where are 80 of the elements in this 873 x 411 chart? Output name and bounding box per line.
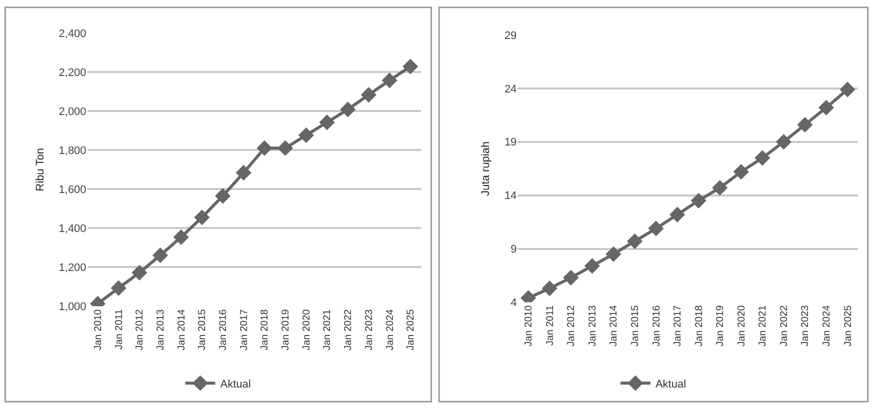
point bbox=[152, 247, 168, 264]
x-tick-label: Jan 2019 bbox=[715, 304, 726, 346]
point bbox=[669, 206, 686, 222]
legend-label: Aktual bbox=[655, 378, 686, 390]
point bbox=[340, 102, 356, 118]
point bbox=[840, 82, 856, 98]
legend-label: Aktual bbox=[220, 378, 251, 390]
x-tick-label: Jan 2025 bbox=[406, 308, 417, 350]
x-tick-label: Jan 2016 bbox=[651, 304, 662, 346]
point bbox=[194, 210, 210, 226]
point bbox=[818, 100, 834, 116]
point bbox=[542, 280, 558, 296]
x-tick-label: Jan 2017 bbox=[672, 304, 684, 346]
point bbox=[754, 150, 770, 166]
y-tick-label: 24 bbox=[504, 83, 517, 96]
point bbox=[626, 234, 643, 250]
point bbox=[563, 270, 579, 286]
point bbox=[648, 220, 664, 236]
x-tick-label: Jan 2023 bbox=[800, 304, 812, 346]
y-tick-label: 14 bbox=[504, 190, 517, 202]
y-tick-label: 1,200 bbox=[58, 262, 86, 274]
y-tick-label: 2,200 bbox=[58, 66, 86, 79]
y-tick-label: 19 bbox=[504, 136, 517, 149]
y-axis-title: Ribu Ton bbox=[34, 148, 46, 192]
x-tick-label: Jan 2015 bbox=[197, 308, 208, 350]
y-tick-label: 1,800 bbox=[58, 144, 86, 157]
y-tick-label: 1,600 bbox=[58, 184, 86, 196]
x-tick-label: Jan 2021 bbox=[322, 308, 334, 350]
x-tick-label: Jan 2015 bbox=[630, 304, 641, 346]
x-tick-label: Jan 2023 bbox=[364, 308, 375, 350]
point bbox=[776, 134, 792, 150]
point bbox=[712, 180, 728, 196]
x-tick-label: Jan 2021 bbox=[758, 304, 769, 346]
x-tick-label: Jan 2024 bbox=[384, 308, 396, 350]
point bbox=[110, 280, 126, 296]
x-tick-label: Jan 2022 bbox=[343, 308, 354, 350]
x-tick-label: Jan 2013 bbox=[156, 308, 166, 350]
point bbox=[606, 246, 622, 262]
x-tick-label: Jan 2019 bbox=[280, 308, 292, 350]
x-tick-label: Jan 2010 bbox=[92, 308, 104, 350]
point bbox=[733, 164, 749, 180]
x-tick-label: Jan 2022 bbox=[778, 304, 790, 346]
y-tick-label: 2,400 bbox=[58, 28, 86, 40]
point bbox=[298, 127, 314, 144]
y-tick-label: 1,000 bbox=[58, 301, 86, 314]
x-tick-label: Jan 2016 bbox=[218, 308, 230, 350]
x-tick-label: Jan 2025 bbox=[842, 304, 854, 346]
point bbox=[132, 264, 148, 280]
point bbox=[584, 258, 600, 274]
point bbox=[236, 164, 252, 181]
x-tick-label: Jan 2017 bbox=[238, 308, 250, 350]
point bbox=[173, 229, 189, 245]
x-tick-label: Jan 2012 bbox=[566, 304, 578, 346]
y-tick-label: 9 bbox=[510, 244, 517, 256]
y-tick-label: 2,000 bbox=[58, 106, 86, 118]
x-tick-label: Jan 2011 bbox=[544, 304, 556, 346]
point bbox=[319, 114, 335, 130]
x-tick-label: Jan 2014 bbox=[608, 304, 620, 346]
point bbox=[256, 140, 272, 156]
point bbox=[382, 72, 398, 88]
point bbox=[214, 188, 231, 204]
x-tick-label: Jan 2011 bbox=[114, 308, 125, 350]
point bbox=[402, 58, 418, 74]
x-tick-label: Jan 2018 bbox=[694, 304, 705, 346]
y-axis-title: Juta rupiah bbox=[480, 141, 492, 196]
y-tick-label: 1,400 bbox=[58, 223, 86, 236]
x-tick-label: Jan 2020 bbox=[301, 308, 312, 350]
point bbox=[797, 116, 813, 133]
point bbox=[690, 192, 706, 208]
x-tick-label: Jan 2024 bbox=[821, 304, 832, 346]
x-tick-label: Jan 2014 bbox=[176, 308, 188, 350]
x-tick-label: Jan 2012 bbox=[134, 308, 146, 350]
x-tick-label: Jan 2013 bbox=[587, 304, 598, 346]
point bbox=[278, 140, 294, 156]
x-tick-label: Jan 2018 bbox=[260, 308, 271, 350]
x-tick-label: Jan 2010 bbox=[524, 304, 535, 346]
x-tick-label: Jan 2020 bbox=[736, 304, 748, 346]
point bbox=[360, 87, 376, 103]
y-tick-label: 4 bbox=[510, 297, 517, 310]
y-tick-label: 29 bbox=[504, 30, 517, 42]
